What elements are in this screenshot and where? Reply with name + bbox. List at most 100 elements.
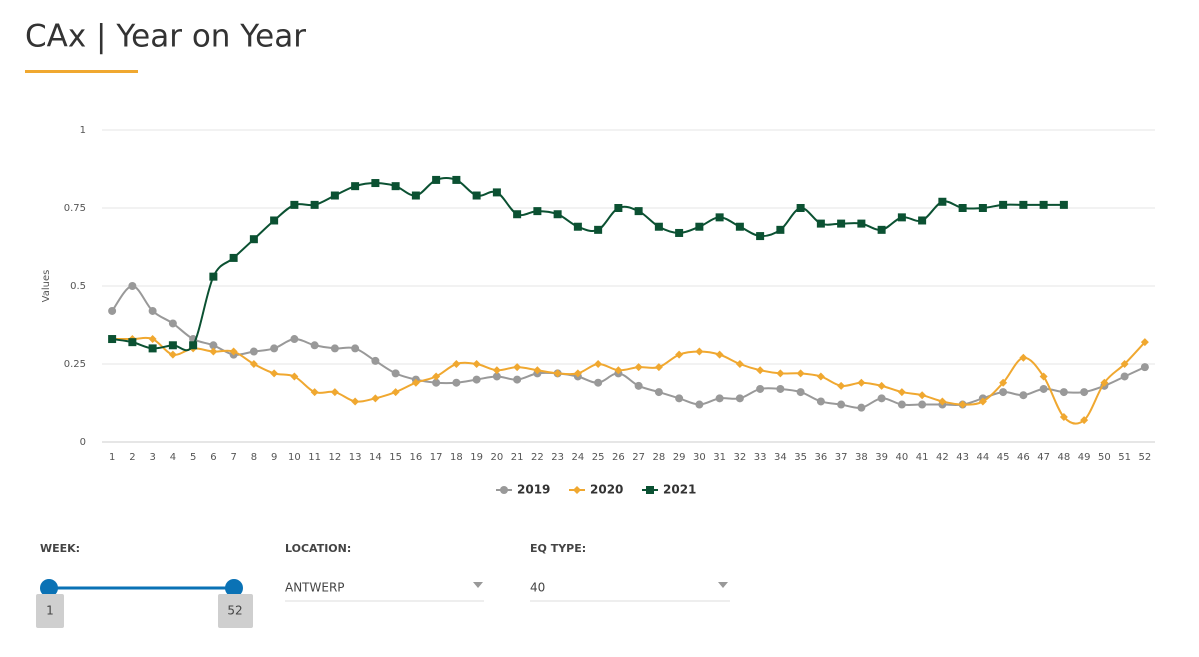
point xyxy=(452,175,461,184)
point xyxy=(897,213,906,222)
point xyxy=(432,378,441,387)
point xyxy=(148,344,157,353)
point xyxy=(452,360,461,368)
x-tick-label: 14 xyxy=(369,452,382,463)
point xyxy=(371,179,380,188)
slider-max: 52 xyxy=(227,604,242,618)
point xyxy=(573,369,582,378)
point xyxy=(796,388,805,397)
x-tick-label: 26 xyxy=(612,452,625,463)
title-underline xyxy=(25,70,138,73)
point xyxy=(249,347,258,356)
point xyxy=(857,219,866,228)
x-tick-label: 17 xyxy=(430,452,443,463)
point xyxy=(310,388,319,397)
point xyxy=(958,400,967,409)
eq-type-dropdown[interactable]: 40 xyxy=(530,581,730,602)
series-line xyxy=(111,284,1146,409)
x-tick-label: 20 xyxy=(491,452,504,463)
x-tick-label: 19 xyxy=(470,452,483,463)
point xyxy=(756,384,765,393)
series-line xyxy=(111,176,1064,352)
point xyxy=(1019,391,1028,400)
x-tick-label: 16 xyxy=(410,452,423,463)
legend-item[interactable]: 2021 xyxy=(642,483,696,497)
point xyxy=(675,228,684,237)
point xyxy=(918,216,927,225)
x-tick-label: 15 xyxy=(389,452,402,463)
legend-label: 2019 xyxy=(517,483,550,497)
x-tick-label: 30 xyxy=(693,452,706,463)
point xyxy=(837,400,846,409)
point xyxy=(411,191,420,200)
point xyxy=(573,222,582,231)
dropdown-arrow xyxy=(473,582,483,588)
point xyxy=(735,394,744,403)
slider-min: 1 xyxy=(46,604,54,618)
x-tick-label: 29 xyxy=(673,452,686,463)
point xyxy=(573,486,581,494)
point xyxy=(391,182,400,191)
point xyxy=(695,347,704,356)
point xyxy=(735,360,744,368)
point xyxy=(351,344,360,353)
point xyxy=(614,204,623,212)
x-tick-label: 32 xyxy=(734,452,747,463)
point xyxy=(148,335,157,344)
point xyxy=(837,219,846,228)
x-tick-label: 4 xyxy=(170,452,176,463)
x-tick-label: 33 xyxy=(754,452,767,463)
point xyxy=(1100,378,1109,387)
point xyxy=(249,360,258,368)
point xyxy=(270,344,279,353)
point xyxy=(877,225,886,234)
y-axis-label: Values xyxy=(41,270,52,303)
point xyxy=(391,388,400,397)
point xyxy=(1120,372,1129,381)
legend-item[interactable]: 2020 xyxy=(569,483,623,497)
point xyxy=(715,350,724,359)
point xyxy=(756,232,765,241)
x-tick-label: 7 xyxy=(230,452,236,463)
point xyxy=(999,200,1008,209)
x-tick-label: 47 xyxy=(1037,452,1050,463)
point xyxy=(330,191,339,200)
point xyxy=(776,384,785,393)
x-tick-label: 12 xyxy=(329,452,342,463)
point xyxy=(675,350,684,359)
point xyxy=(675,394,684,403)
filter-label: LOCATION: xyxy=(285,542,351,555)
x-tick-label: 3 xyxy=(149,452,155,463)
slider-handle[interactable] xyxy=(40,579,58,597)
y-tick-label: 1 xyxy=(80,125,86,136)
point xyxy=(1039,200,1048,209)
x-tick-label: 41 xyxy=(916,452,929,463)
point xyxy=(513,363,522,372)
point xyxy=(351,397,360,406)
point xyxy=(168,319,177,328)
legend-item[interactable]: 2019 xyxy=(496,483,550,497)
legend-label: 2021 xyxy=(663,483,696,497)
y-tick-label: 0 xyxy=(80,437,86,448)
point xyxy=(857,378,866,387)
point xyxy=(1120,360,1129,368)
point xyxy=(1019,353,1028,362)
point xyxy=(1140,338,1149,347)
location-dropdown[interactable]: ANTWERP xyxy=(285,581,484,602)
point xyxy=(492,188,501,197)
point xyxy=(816,372,825,381)
x-tick-label: 18 xyxy=(450,452,463,463)
slider-handle[interactable] xyxy=(225,579,243,597)
point xyxy=(1039,384,1048,393)
point xyxy=(816,219,825,228)
point xyxy=(695,400,704,409)
point xyxy=(209,272,218,281)
point xyxy=(108,306,117,315)
x-tick-label: 28 xyxy=(653,452,666,463)
x-tick-label: 42 xyxy=(936,452,949,463)
point xyxy=(432,372,441,381)
point xyxy=(1059,200,1068,209)
series-line xyxy=(112,336,1146,425)
point xyxy=(148,306,157,315)
